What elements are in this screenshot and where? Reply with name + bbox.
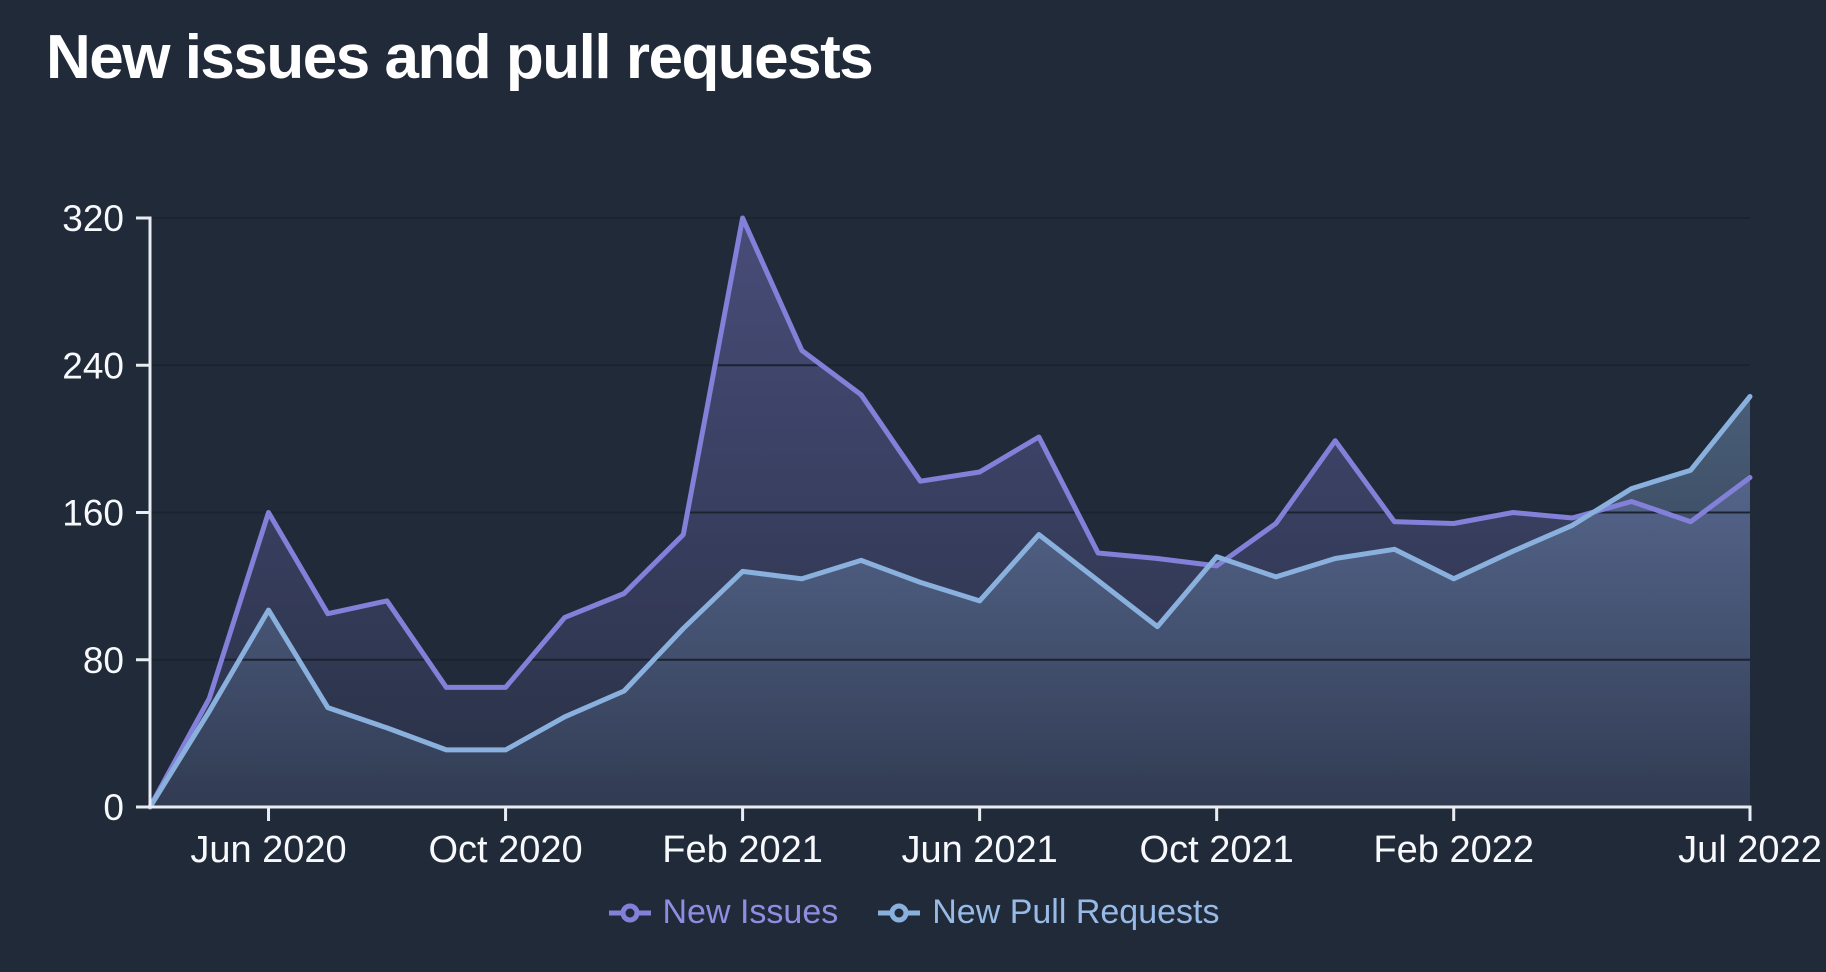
page-title: New issues and pull requests — [46, 23, 874, 92]
legend-item-new-issues[interactable]: New Issues — [607, 893, 839, 932]
x-axis-label-jun-2020: Jun 2020 — [190, 829, 346, 871]
x-axis-label-oct-2020: Oct 2020 — [428, 829, 582, 871]
new-issues-marker-icon — [608, 903, 651, 922]
legend-item-new-pull-requests[interactable]: New Pull Requests — [876, 893, 1219, 932]
area-new-pull-requests — [150, 396, 1750, 807]
x-axis-label-feb-2022: Feb 2022 — [1373, 829, 1534, 871]
x-axis-label-jun-2021: Jun 2021 — [901, 829, 1057, 871]
line-new-issues — [147, 215, 1753, 810]
y-axis-label-80: 80 — [83, 640, 124, 681]
x-axis-label-feb-2021: Feb 2021 — [662, 829, 823, 871]
chart-legend: New Issues New Pull Requests — [0, 893, 1826, 932]
y-axis-label-160: 160 — [62, 493, 124, 534]
y-axis-label-240: 240 — [62, 345, 124, 386]
legend-label-new-issues: New Issues — [662, 893, 839, 931]
line-new-pull-requests — [147, 394, 1753, 810]
x-axis-label-jul-2022: Jul 2022 — [1678, 829, 1822, 871]
legend-label-new-pull-requests: New Pull Requests — [932, 893, 1220, 931]
y-axis-label-320: 320 — [62, 198, 124, 239]
new-pull-requests-marker-icon — [878, 903, 921, 922]
y-axis-label-0: 0 — [103, 787, 124, 828]
x-axis-label-oct-2021: Oct 2021 — [1140, 829, 1294, 871]
